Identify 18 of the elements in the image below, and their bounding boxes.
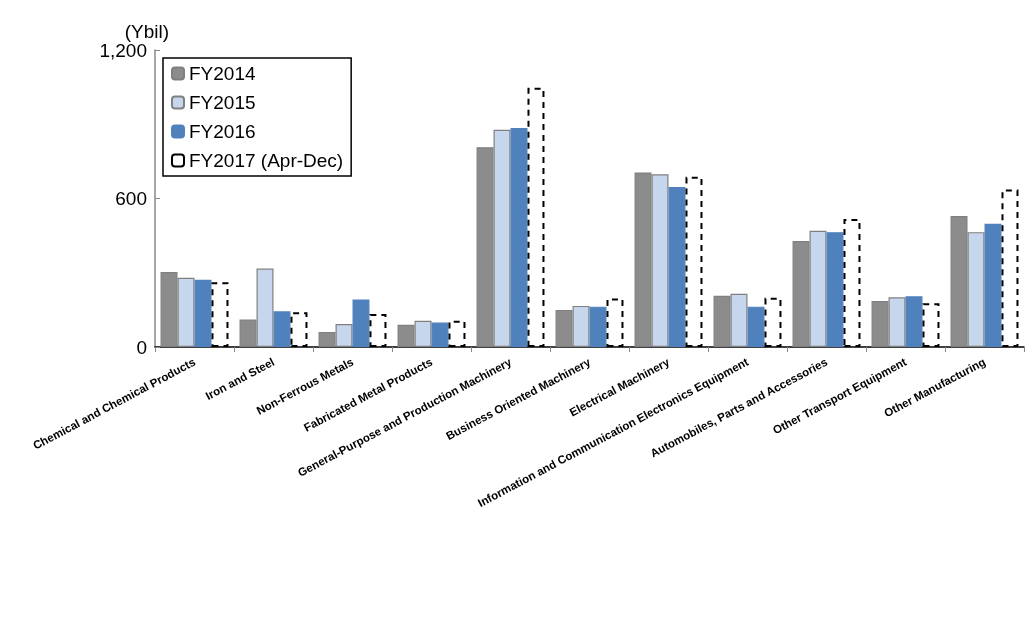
bar (905, 296, 923, 347)
y-tick-label: 600 (115, 188, 147, 209)
bar (589, 306, 607, 347)
legend-label: FY2017 (Apr-Dec) (189, 150, 344, 171)
bar (273, 311, 291, 347)
bar (194, 279, 212, 347)
bar (668, 187, 686, 347)
y-tick-label: 0 (136, 336, 147, 358)
legend-label: FY2014 (189, 63, 256, 84)
bar (826, 232, 844, 347)
bar (352, 299, 370, 347)
y-axis-title: (Ybil) (124, 20, 169, 42)
bar (747, 306, 765, 347)
bar (510, 127, 528, 347)
legend-label: FY2016 (189, 121, 256, 142)
bar (984, 223, 1002, 347)
bar (431, 322, 449, 347)
legend-label: FY2015 (189, 92, 256, 113)
